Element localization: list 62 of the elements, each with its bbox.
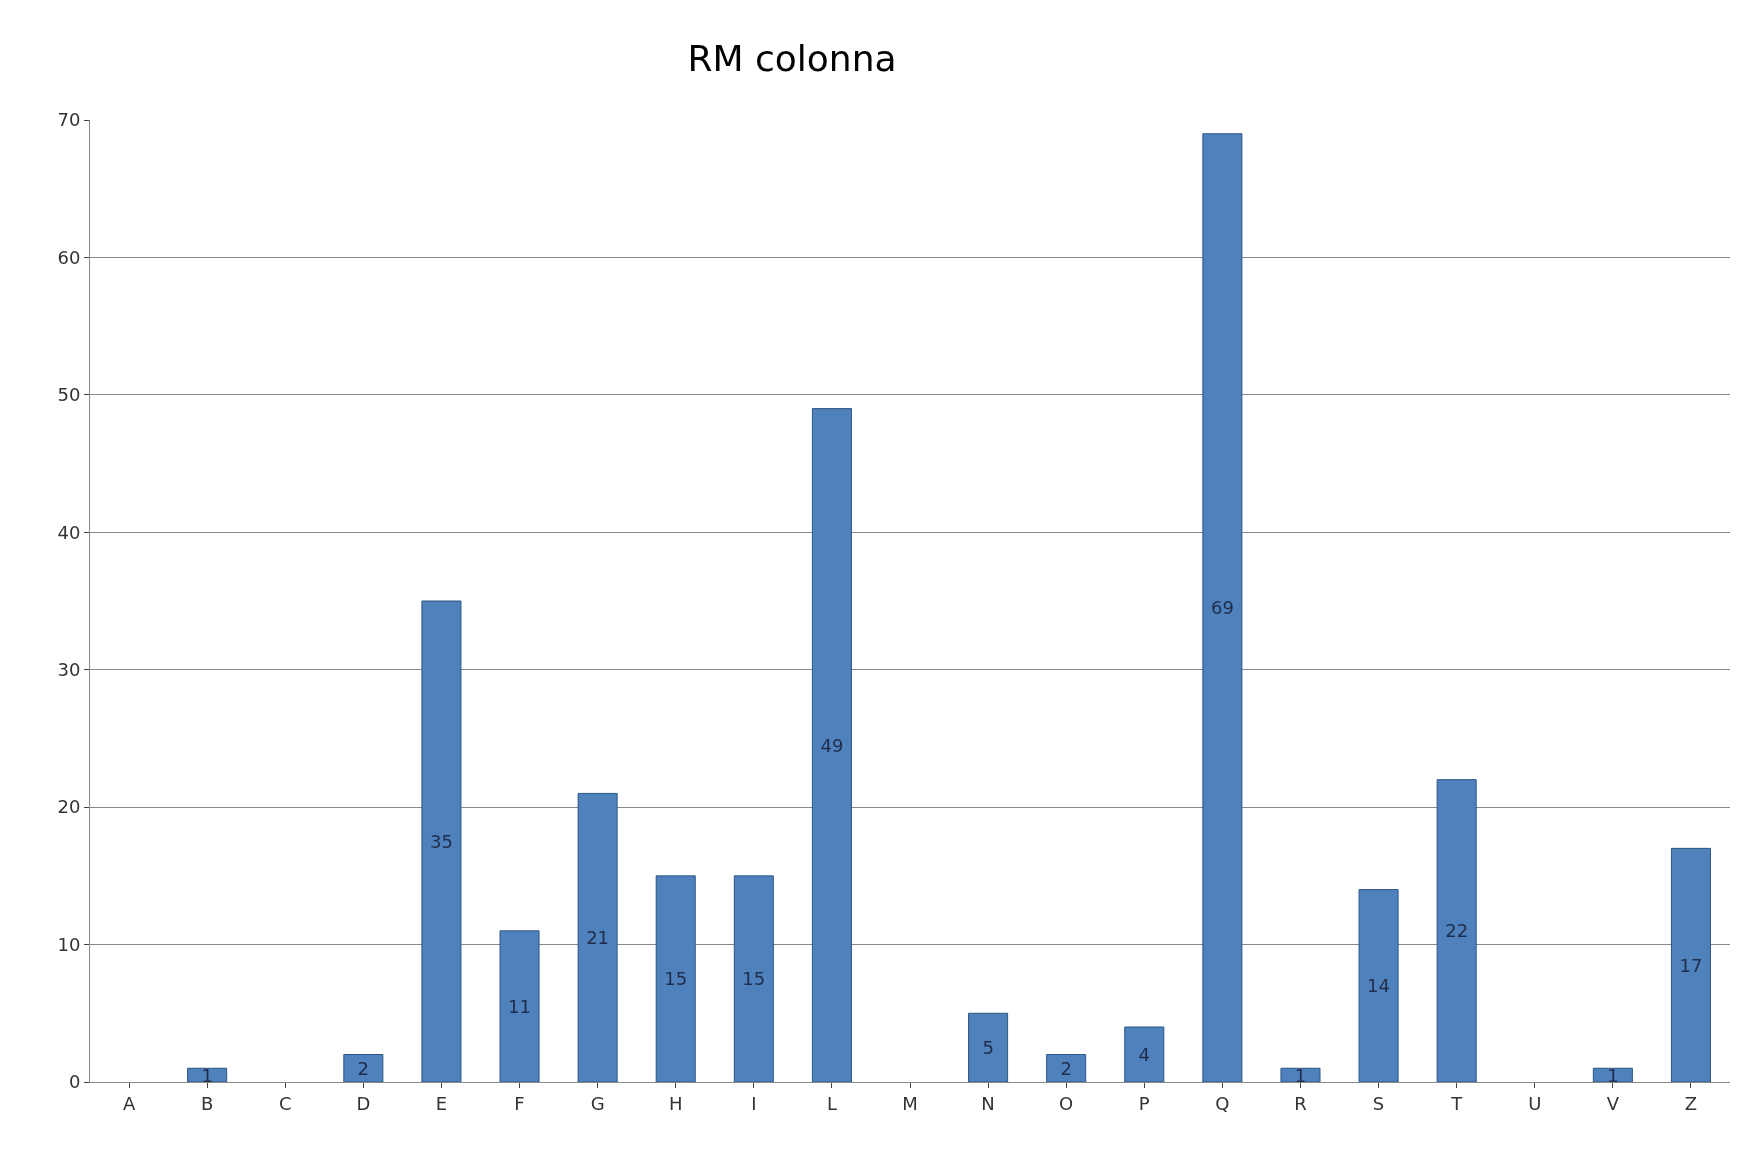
y-tick-label: 70 (57, 109, 81, 131)
bar (1046, 1054, 1087, 1082)
data-label: 5 (982, 1037, 994, 1059)
data-label: 1 (201, 1064, 213, 1086)
x-tick-label: S (1372, 1092, 1385, 1114)
y-tick-label: 10 (57, 933, 81, 955)
data-label: 11 (508, 995, 531, 1017)
x-tick-label: N (981, 1092, 995, 1114)
bar (655, 875, 696, 1082)
data-label: 2 (357, 1057, 370, 1079)
x-tick-label: Q (1215, 1092, 1230, 1114)
x-tick-label: A (122, 1092, 136, 1114)
x-tick-label: O (1059, 1092, 1074, 1114)
bar (499, 930, 540, 1082)
bar (733, 875, 774, 1082)
bar (1358, 889, 1399, 1082)
y-tick-label: 50 (57, 384, 81, 406)
x-tick-label: B (200, 1092, 214, 1114)
bar (421, 600, 462, 1082)
x-tick-label: M (902, 1092, 918, 1114)
x-tick-label: F (514, 1092, 525, 1114)
x-tick-label: Z (1684, 1092, 1698, 1114)
x-tick-label: U (1528, 1092, 1542, 1114)
x-tick-label: R (1294, 1092, 1307, 1114)
data-label: 17 (1679, 954, 1703, 976)
y-tick-label: 30 (57, 659, 81, 681)
x-tick-label: T (1450, 1092, 1464, 1114)
data-label: 14 (1367, 975, 1391, 997)
bar (1670, 847, 1711, 1082)
y-tick-label: 0 (68, 1071, 81, 1093)
bar (811, 408, 852, 1082)
bar (343, 1054, 384, 1082)
x-tick-label: V (1606, 1092, 1620, 1114)
data-label: 21 (586, 927, 610, 949)
data-label: 35 (429, 831, 453, 852)
bar (1202, 133, 1243, 1082)
data-label: 22 (1445, 920, 1469, 942)
bar (1124, 1026, 1165, 1082)
x-tick-label: L (826, 1092, 837, 1114)
bar (1280, 1067, 1321, 1082)
x-tick-label: H (668, 1092, 683, 1114)
data-label: 15 (664, 968, 688, 990)
y-tick-label: 20 (57, 796, 81, 818)
data-label: 1 (1607, 1064, 1619, 1086)
x-tick-label: P (1138, 1092, 1150, 1114)
data-label: 69 (1210, 597, 1234, 619)
data-label: 1 (1294, 1064, 1307, 1086)
bar (1436, 779, 1477, 1082)
x-tick-label: C (278, 1092, 292, 1114)
data-label: 15 (742, 968, 766, 990)
x-tick-label: I (751, 1092, 757, 1114)
y-tick-label: 60 (57, 246, 81, 268)
bar (577, 792, 618, 1082)
x-tick-label: G (590, 1092, 605, 1114)
data-label: 2 (1060, 1057, 1072, 1079)
x-tick-label: D (356, 1092, 371, 1114)
data-label: 49 (820, 734, 844, 756)
y-tick-label: 40 (57, 521, 81, 543)
x-tick-label: E (435, 1092, 448, 1114)
data-label: 4 (1138, 1044, 1151, 1066)
chart-title: RM colonna (687, 38, 897, 80)
bar (968, 1012, 1009, 1082)
